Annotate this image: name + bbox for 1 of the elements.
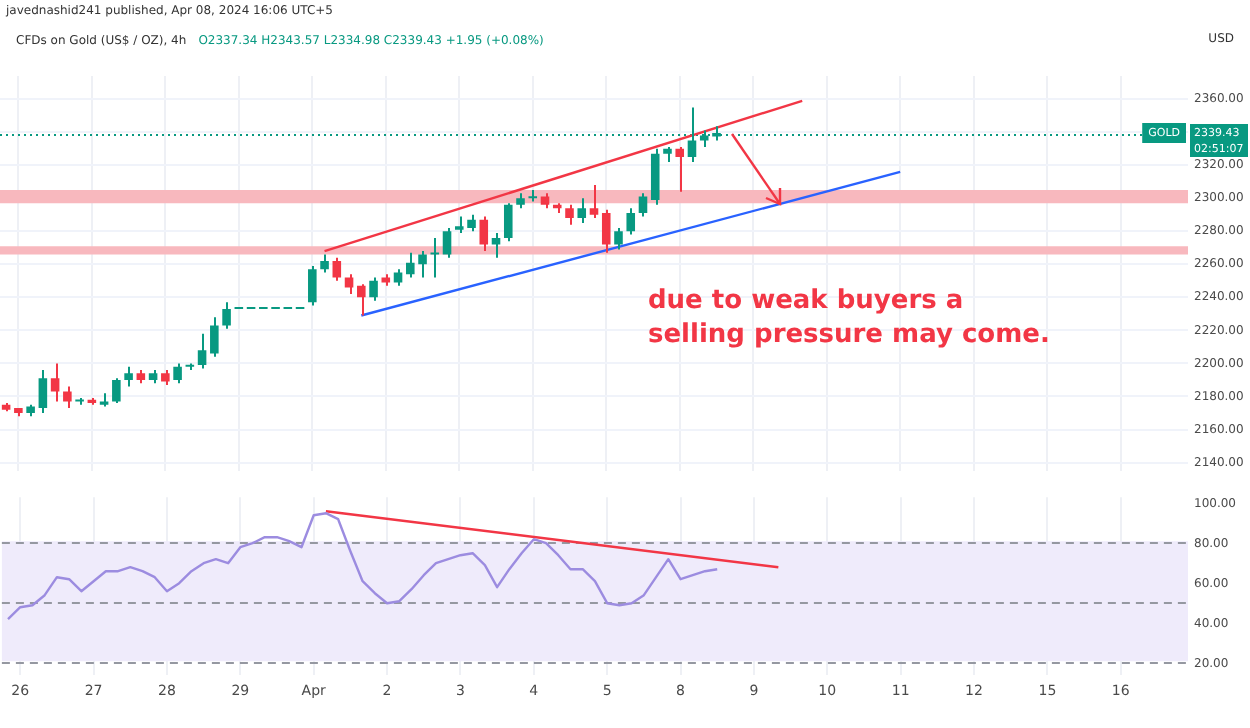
annotation: due to weak buyers a selling pressure may come. — [648, 284, 1052, 352]
